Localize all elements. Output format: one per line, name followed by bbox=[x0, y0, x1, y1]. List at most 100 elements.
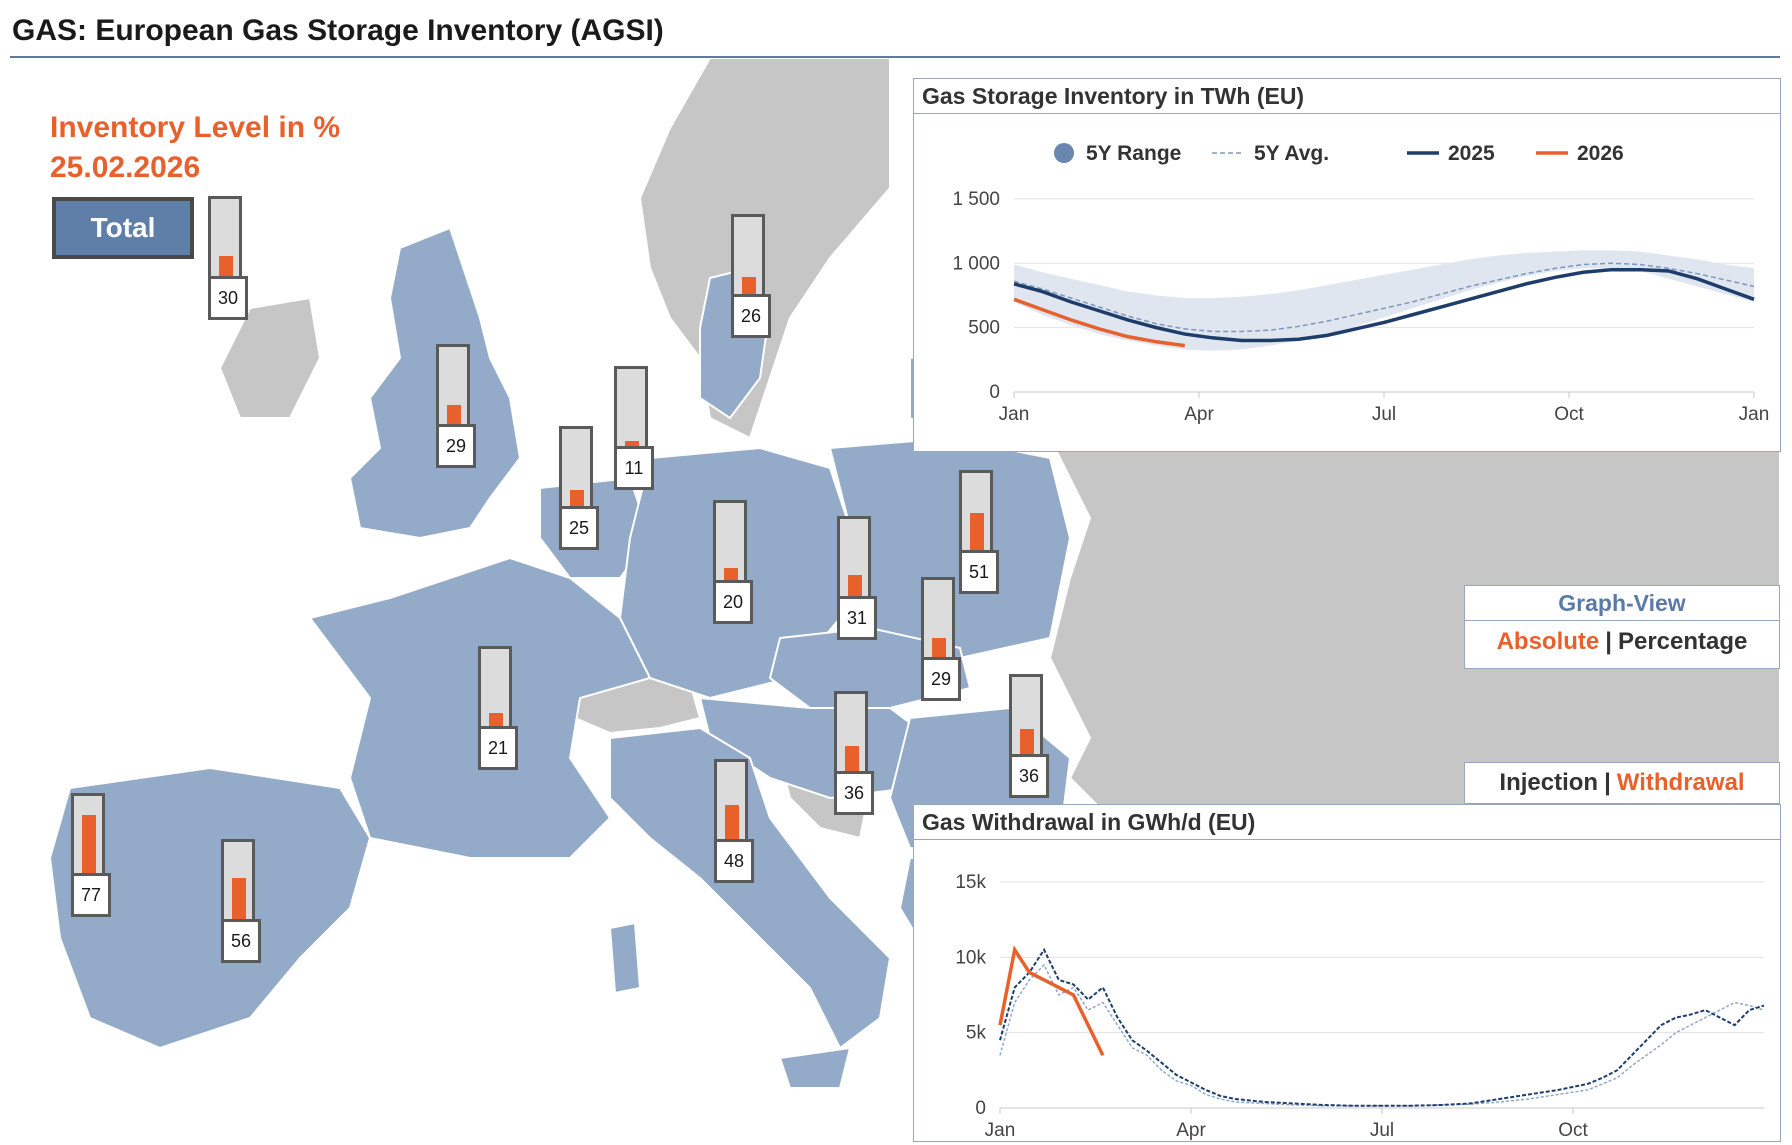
gauge-belgium[interactable]: 25 bbox=[559, 426, 599, 550]
gauge-bar bbox=[845, 746, 859, 775]
gauge-value: 56 bbox=[221, 919, 261, 963]
withdrawal-grid bbox=[1000, 881, 1764, 1109]
total-button[interactable]: Total bbox=[52, 197, 194, 259]
gauge-bar bbox=[742, 277, 756, 298]
percentage-option[interactable]: Percentage bbox=[1617, 628, 1748, 655]
gauge-bar bbox=[848, 575, 862, 600]
gauge-bar bbox=[219, 256, 233, 280]
x-tick-label: Jan bbox=[999, 404, 1030, 425]
x-tick-label: Jan bbox=[985, 1120, 1016, 1141]
withdrawal-axes: 0 5k 10k 15k Jan Apr Jul Oct bbox=[955, 872, 1764, 1141]
gauge-austria[interactable]: 36 bbox=[834, 691, 874, 815]
withdrawal-chart-panel: Gas Withdrawal in GWh/d (EU) 0 5k 10k 15k Ja… bbox=[913, 804, 1781, 1142]
gauge-value: 25 bbox=[559, 506, 599, 550]
y-tick-label: 1 000 bbox=[952, 253, 1000, 274]
x-tick-label: Oct bbox=[1558, 1120, 1588, 1141]
gauge-czechia[interactable]: 31 bbox=[837, 516, 877, 640]
absolute-option[interactable]: Absolute bbox=[1496, 628, 1600, 655]
gauge-value: 29 bbox=[436, 424, 476, 468]
y-tick-label: 500 bbox=[968, 318, 1000, 339]
storage-marks bbox=[1013, 250, 1755, 351]
gauge-bar bbox=[1020, 729, 1034, 758]
gauge-spain[interactable]: 56 bbox=[221, 839, 261, 963]
gauge-ireland[interactable]: 30 bbox=[208, 196, 248, 320]
gauge-value: 48 bbox=[714, 839, 754, 883]
map-ireland bbox=[218, 296, 322, 419]
panel-divider bbox=[1465, 620, 1779, 621]
y-tick-label: 10k bbox=[955, 947, 986, 968]
gauge-value: 11 bbox=[614, 446, 654, 490]
inventory-date: 25.02.2026 bbox=[50, 151, 201, 184]
gauge-bar bbox=[82, 815, 96, 877]
gauge-denmark[interactable]: 26 bbox=[731, 214, 771, 338]
storage-axes: 0 500 1 000 1 500 Jan Apr Jul Oct Jan bbox=[952, 189, 1769, 425]
map-scandinavia bbox=[638, 58, 891, 440]
y-tick-label: 0 bbox=[975, 1098, 986, 1119]
panel-divider bbox=[914, 839, 1780, 840]
gauge-value: 36 bbox=[1009, 754, 1049, 798]
gauge-bar bbox=[625, 441, 639, 450]
x-tick-label: Oct bbox=[1554, 404, 1584, 425]
gauge-slovakia[interactable]: 29 bbox=[921, 577, 961, 701]
page-title: GAS: European Gas Storage Inventory (AGS… bbox=[12, 14, 664, 47]
gauge-value: 21 bbox=[478, 726, 518, 770]
map-uk bbox=[348, 226, 522, 540]
gauge-portugal[interactable]: 77 bbox=[71, 793, 111, 917]
withdrawal-chart-title: Gas Withdrawal in GWh/d (EU) bbox=[922, 809, 1256, 835]
series-2025 bbox=[999, 947, 1765, 1107]
legend-label-2026: 2026 bbox=[1577, 142, 1624, 165]
panel-divider bbox=[914, 113, 1780, 114]
graph-view-title: Graph-View bbox=[1558, 590, 1686, 616]
gauge-bar bbox=[232, 878, 246, 923]
storage-chart-panel: Gas Storage Inventory in TWh (EU) 5Y Ran… bbox=[913, 78, 1781, 452]
graph-view-panel: Graph-View Absolute | Percentage bbox=[1464, 585, 1780, 669]
gauge-uk[interactable]: 29 bbox=[436, 344, 476, 468]
x-tick-label: Jan bbox=[1739, 404, 1770, 425]
series-2026 bbox=[1013, 297, 1186, 348]
y-tick-label: 1 500 bbox=[952, 189, 1000, 210]
legend-label-5y-avg: 5Y Avg. bbox=[1254, 142, 1329, 165]
graph-view-options: Absolute | Percentage bbox=[1465, 628, 1779, 656]
gauge-france[interactable]: 21 bbox=[478, 646, 518, 770]
gauge-value: 51 bbox=[959, 550, 999, 594]
y-tick-label: 15k bbox=[955, 872, 986, 893]
option-separator: | bbox=[1605, 628, 1612, 655]
gauge-bar bbox=[489, 713, 503, 730]
gauge-bar bbox=[970, 513, 984, 554]
map-iberia bbox=[48, 766, 372, 1050]
y-tick-label: 0 bbox=[989, 382, 1000, 403]
withdrawal-option[interactable]: Withdrawal bbox=[1616, 769, 1745, 796]
legend-swatch-5y-range bbox=[1054, 143, 1074, 163]
y-tick-label: 5k bbox=[966, 1023, 987, 1044]
gauge-value: 36 bbox=[834, 771, 874, 815]
gauge-value: 31 bbox=[837, 596, 877, 640]
gauge-value: 30 bbox=[208, 276, 248, 320]
withdrawal-marks bbox=[998, 945, 1765, 1107]
map-italy bbox=[609, 726, 892, 1050]
gauge-value: 26 bbox=[731, 294, 771, 338]
series-5y-avg- bbox=[1013, 262, 1755, 333]
x-tick-label: Apr bbox=[1184, 404, 1214, 425]
flow-toggle: Injection | Withdrawal bbox=[1464, 762, 1780, 804]
storage-chart: 5Y Range 5Y Avg. 2025 2026 0 500 1 000 1 500 Ja… bbox=[952, 142, 1769, 425]
series-2026 bbox=[998, 945, 1105, 1057]
gauge-bar bbox=[932, 638, 946, 661]
x-tick-label: Jul bbox=[1370, 1120, 1394, 1141]
option-separator: | bbox=[1604, 769, 1611, 796]
gauge-poland[interactable]: 51 bbox=[959, 470, 999, 594]
map-sicily bbox=[778, 1046, 852, 1089]
withdrawal-chart: 0 5k 10k 15k Jan Apr Jul Oct bbox=[955, 872, 1765, 1141]
gauge-netherlands[interactable]: 11 bbox=[614, 366, 654, 490]
gauge-bar bbox=[570, 490, 584, 510]
inventory-heading: Inventory Level in % 25.02.2026 bbox=[50, 108, 340, 188]
inventory-heading-label: Inventory Level in % bbox=[50, 111, 341, 144]
title-divider bbox=[10, 56, 1780, 58]
gauge-value: 20 bbox=[713, 580, 753, 624]
legend-label-5y-range: 5Y Range bbox=[1086, 142, 1181, 165]
series-5y-range bbox=[1014, 250, 1754, 351]
gauge-italy[interactable]: 48 bbox=[714, 759, 754, 883]
gauge-romania[interactable]: 36 bbox=[1009, 674, 1049, 798]
injection-option[interactable]: Injection bbox=[1499, 769, 1599, 796]
gauge-germany[interactable]: 20 bbox=[713, 500, 753, 624]
storage-chart-title: Gas Storage Inventory in TWh (EU) bbox=[922, 83, 1305, 109]
